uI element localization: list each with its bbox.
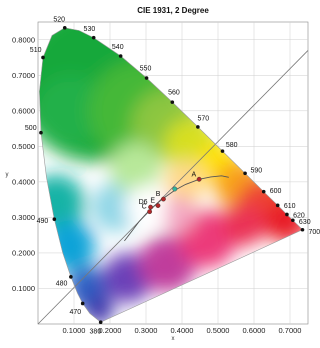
wavelength-labels: 380 470 480 490 500 510 520 530 540 550 560 570 580 5…	[25, 16, 320, 335]
wavelength-marker	[220, 149, 225, 153]
wavelength-label: 540	[112, 44, 124, 51]
wavelength-label: 550	[140, 66, 152, 73]
spectral-locus	[39, 27, 304, 323]
white-point-label: A	[191, 171, 196, 178]
wavelength-label: 570	[197, 115, 209, 122]
white-point-marker	[148, 204, 153, 210]
x-tick-label: 0.6000	[243, 326, 266, 335]
x-tick-label: 0.3000	[135, 326, 158, 335]
wavelength-marker	[39, 130, 43, 135]
wavelength-label: 530	[84, 26, 96, 33]
wavelength-marker	[91, 35, 96, 40]
y-tick-label: 0.8000	[12, 35, 35, 44]
white-point-label: D6	[139, 199, 148, 206]
y-axis-label: y	[6, 172, 9, 178]
y-tick-label: 0.3000	[12, 213, 35, 222]
wavelength-marker	[261, 189, 266, 194]
wavelength-marker	[275, 203, 280, 208]
fill-blob	[110, 142, 161, 193]
wavelength-marker	[285, 212, 289, 217]
white-point-marker	[147, 209, 153, 215]
fill-blob	[160, 195, 197, 232]
x-tick-label: 0.1000	[63, 326, 86, 335]
fill-blob	[39, 74, 107, 147]
y-tick-label: 0.7000	[12, 71, 35, 80]
white-point-label: E	[150, 198, 155, 205]
y-tick-label: 0.5000	[12, 142, 35, 151]
y-tick-label: 0.4000	[12, 177, 35, 186]
white-point-marker	[155, 203, 161, 208]
wavelength-label: 480	[56, 281, 68, 288]
white-point-label: C	[142, 204, 147, 211]
x-tick-label: 0.4000	[171, 326, 194, 335]
wavelength-marker	[144, 76, 149, 80]
white-point-label: B	[156, 191, 161, 198]
planckian-locus	[124, 175, 229, 242]
wavelength-marker	[52, 217, 57, 221]
wavelength-label: 470	[70, 309, 82, 316]
wavelength-label: 610	[284, 203, 296, 210]
wavelength-label: 580	[226, 142, 238, 149]
y-tick-label: 0.2000	[12, 248, 35, 257]
wavelength-label: 500	[25, 125, 37, 132]
wavelength-label: 560	[168, 90, 180, 97]
fill-blob	[164, 160, 208, 204]
x-tick-label: 0.2000	[99, 326, 122, 335]
chart-title: CIE 1931, 2 Degree	[137, 6, 209, 15]
wavelength-marker	[41, 55, 45, 60]
x-axis-label: x	[172, 336, 175, 342]
x-tick-label: 0.7000	[279, 326, 302, 335]
fill-blob	[221, 202, 265, 247]
wavelength-label: 490	[37, 218, 49, 225]
wavelength-marker	[291, 218, 295, 223]
wavelength-marker	[98, 320, 103, 325]
fill-blob	[124, 185, 168, 229]
wavelength-label: 620	[293, 213, 305, 220]
wavelength-label: 510	[30, 47, 42, 54]
tick-labels: 0.1000 0.2000 0.3000 0.4000 0.5000 0.6000 0.70…	[12, 35, 301, 335]
wavelength-label: 630	[299, 219, 311, 226]
wavelength-marker	[62, 25, 67, 30]
wavelength-label: 380	[90, 329, 102, 336]
white-point-marker	[172, 186, 178, 192]
wavelength-label: 520	[53, 16, 65, 23]
wavelength-marker	[118, 54, 123, 58]
y-tick-label: 0.1000	[12, 284, 35, 293]
wavelength-marker	[300, 227, 305, 232]
white-point-marker	[161, 196, 166, 202]
wavelength-marker	[69, 275, 73, 279]
wavelength-marker	[80, 301, 85, 306]
wavelength-label: 700	[308, 229, 320, 236]
wavelength-marker	[170, 100, 175, 104]
diagonal-line	[37, 50, 309, 325]
white-point-marker	[196, 176, 202, 182]
line-layer	[37, 27, 309, 325]
wavelength-label: 600	[270, 188, 282, 195]
y-tick-label: 0.6000	[12, 106, 35, 115]
x-tick-label: 0.5000	[207, 326, 230, 335]
wavelength-label: 590	[250, 167, 262, 174]
wavelength-marker	[196, 125, 200, 129]
wavelength-marker	[243, 171, 247, 176]
